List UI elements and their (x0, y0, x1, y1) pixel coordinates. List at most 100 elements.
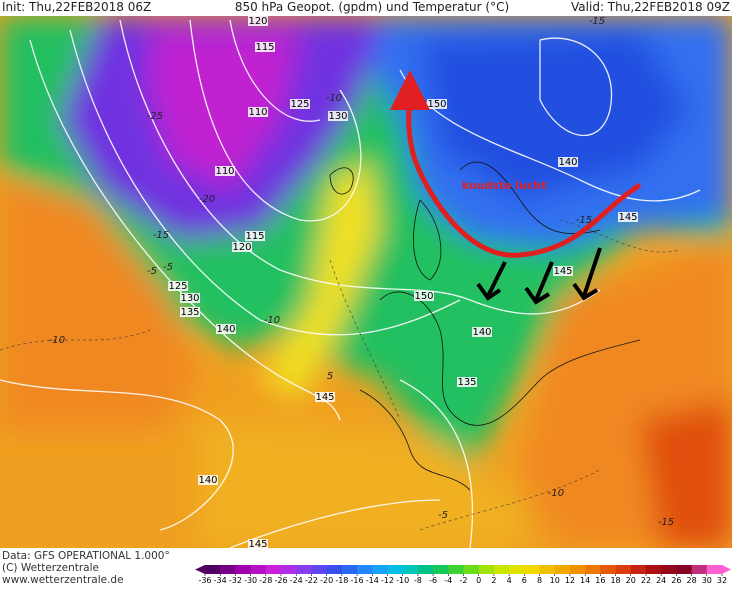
colorbar-label: 18 (610, 576, 620, 585)
geopotential-label: 150 (427, 99, 446, 110)
colorbar-label: -4 (444, 576, 452, 585)
colorbar-segment (463, 565, 480, 574)
colorbar-label: -28 (259, 576, 272, 585)
isotherms (0, 219, 681, 531)
colorbar-segment (433, 565, 449, 574)
contour-lines (0, 19, 701, 548)
label-bg (315, 392, 335, 402)
geopotential-label: 115 (245, 231, 264, 242)
colorbar-segment (448, 565, 464, 574)
colorbar-segment (372, 565, 388, 574)
geopotential-label: 140 (558, 157, 577, 168)
label-bg (198, 475, 218, 485)
colorbar-segment (524, 565, 541, 574)
colorbar-label: 24 (656, 576, 666, 585)
geopotential-label: 145 (618, 212, 637, 223)
geopotential-label: 150 (414, 291, 433, 302)
colorbar-label: 8 (537, 576, 542, 585)
label-bg (414, 291, 434, 301)
colorbar-label: -2 (460, 576, 468, 585)
data-source: Data: GFS OPERATIONAL 1.000° (2, 550, 170, 562)
colorbar-label: 6 (522, 576, 527, 585)
cold-air-curve (389, 70, 642, 258)
colorbar-segment (600, 565, 617, 574)
colorbar-segment (569, 565, 586, 574)
label-bg (180, 293, 200, 303)
label-bg (248, 16, 268, 26)
temperature-label: -10 (49, 335, 65, 346)
colorbar-segment (585, 565, 601, 574)
colorbar-label: 30 (702, 576, 712, 585)
temperature-label: -5 (147, 266, 157, 277)
geopotential-label: 130 (328, 111, 347, 122)
colorbar-label: 22 (641, 576, 651, 585)
geopotential-label: 145 (553, 266, 572, 277)
coastlines (329, 161, 641, 491)
temperature-label: -20 (199, 194, 215, 205)
colorbar-label: -12 (381, 576, 394, 585)
label-bg (248, 539, 268, 548)
label-bg (255, 42, 275, 52)
colorbar-label: 4 (507, 576, 512, 585)
geopotential-label: 110 (215, 166, 234, 177)
colorbar: -36 -34 -32 -30 -28 -26 -24 -22 -20 -18 -16 -14 -12-… (195, 565, 731, 585)
annotation: koudste lucht (462, 179, 547, 192)
colorbar-segment (326, 565, 343, 574)
colorbar-segment (265, 565, 282, 574)
temperature-label: -15 (153, 230, 169, 241)
colorbar-segment (509, 565, 525, 574)
website: www.wetterzentrale.de (2, 574, 124, 586)
label-bg (216, 324, 236, 334)
label-bg (168, 281, 188, 291)
colorbar-label: -22 (305, 576, 318, 585)
colorbar-segment (691, 565, 708, 574)
label-bg (290, 99, 310, 109)
temperature-label: -10 (548, 488, 564, 499)
label-bg (180, 307, 200, 317)
temperature-labels: -15 -15 -10 -10 -15 -5 -10 5 -5 -10 -15 -25 -20 -5 (49, 16, 674, 528)
geopotential-label: 120 (248, 16, 267, 27)
colorbar-segment (235, 565, 252, 574)
colorbar-segment (493, 565, 510, 574)
colorbar-label: -20 (320, 576, 333, 585)
init-time: Init: Thu,22FEB2018 06Z (2, 0, 151, 14)
colorbar-label: 20 (626, 576, 636, 585)
temperature-label: -10 (264, 315, 280, 326)
temperature-label: -5 (438, 510, 448, 521)
colorbar-segment (296, 565, 312, 574)
colorbar-end (722, 565, 731, 574)
label-bg (245, 231, 265, 241)
label-bg (427, 99, 447, 109)
geopotential-label: 130 (180, 293, 199, 304)
colorbar-segment (615, 565, 632, 574)
temperature-label: -25 (147, 111, 163, 122)
colorbar-label: 0 (476, 576, 481, 585)
geopotential-label: 110 (248, 107, 267, 118)
label-bg (248, 107, 268, 117)
colorbar-segment (220, 565, 236, 574)
colorbar-label: -32 (229, 576, 242, 585)
colorbar-segment (661, 565, 677, 574)
geopotential-label: 140 (472, 327, 491, 338)
colorbar-label: 12 (565, 576, 575, 585)
header-bar (0, 0, 732, 16)
arrows (476, 247, 602, 305)
colorbar-segment (311, 565, 328, 574)
colorbar-segment (645, 565, 662, 574)
label-bg (232, 242, 252, 252)
temperature-label: -10 (326, 93, 342, 104)
label-bg (215, 166, 235, 176)
geopotential-label: 145 (248, 539, 267, 550)
colorbar-label: 32 (717, 576, 727, 585)
colorbar-segment (250, 565, 267, 574)
colorbar-label: -16 (351, 576, 364, 585)
label-bg (328, 111, 348, 121)
colorbar-label: -26 (274, 576, 287, 585)
colorbar-segment (387, 565, 404, 574)
colorbar-label: -24 (290, 576, 303, 585)
colorbar-label: 26 (671, 576, 681, 585)
geopotential-label: 145 (315, 392, 334, 403)
colorbar-segment (478, 565, 495, 574)
geopotential-label: 140 (216, 324, 235, 335)
